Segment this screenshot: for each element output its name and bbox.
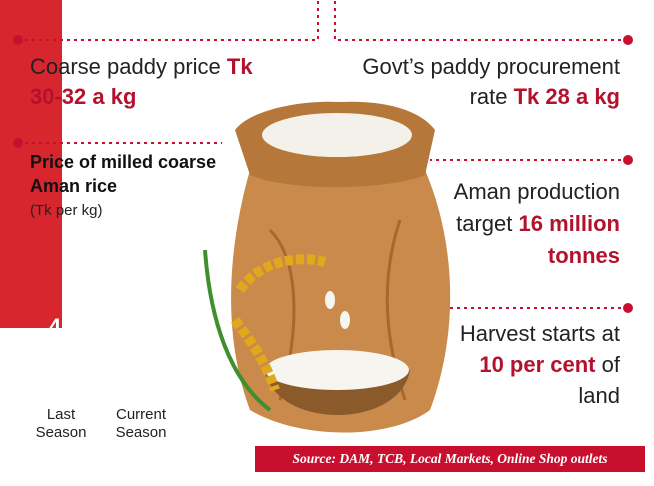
bar [0,0,62,152]
fact-text: 16 million tonnes [518,211,620,268]
fact-text: of land [578,352,620,408]
fact: Coarse paddy price Tk 30-32 a kg [30,52,290,112]
rice-sack [203,101,451,433]
fact: Harvest starts at 10 per cent of land [440,318,620,411]
source: Source: DAM, TCB, Local Markets, Online … [255,446,645,472]
category-label: Current Season [115,406,167,441]
bar-annotation: (min) [114,342,168,367]
bar [0,151,62,328]
fact: Aman production target 16 million tonnes [420,176,620,272]
fact-text: Tk 30-32 a kg [30,54,253,109]
fact-text: Aman production target [453,179,620,236]
connector [334,0,628,41]
chart-subtitle: (Tk per kg) [30,202,103,219]
category-label: Last Season [35,406,87,441]
fact: Govt’s paddy procurement rate Tk 28 a kg [320,52,620,112]
value-label: 44 [48,314,74,339]
fact-text: Coarse paddy price [30,54,221,79]
fact-text: Govt’s paddy procurement rate [362,54,620,109]
chart-title: Price of milled coarse Aman rice [30,152,217,196]
bar-annotation: (max) [31,342,91,367]
fact-text: Tk 28 a kg [513,84,620,109]
value-label: 51 [128,314,154,339]
connector [18,0,319,41]
fact-text: Harvest starts at [459,321,620,346]
fact-text: 10 per cent [479,352,596,377]
